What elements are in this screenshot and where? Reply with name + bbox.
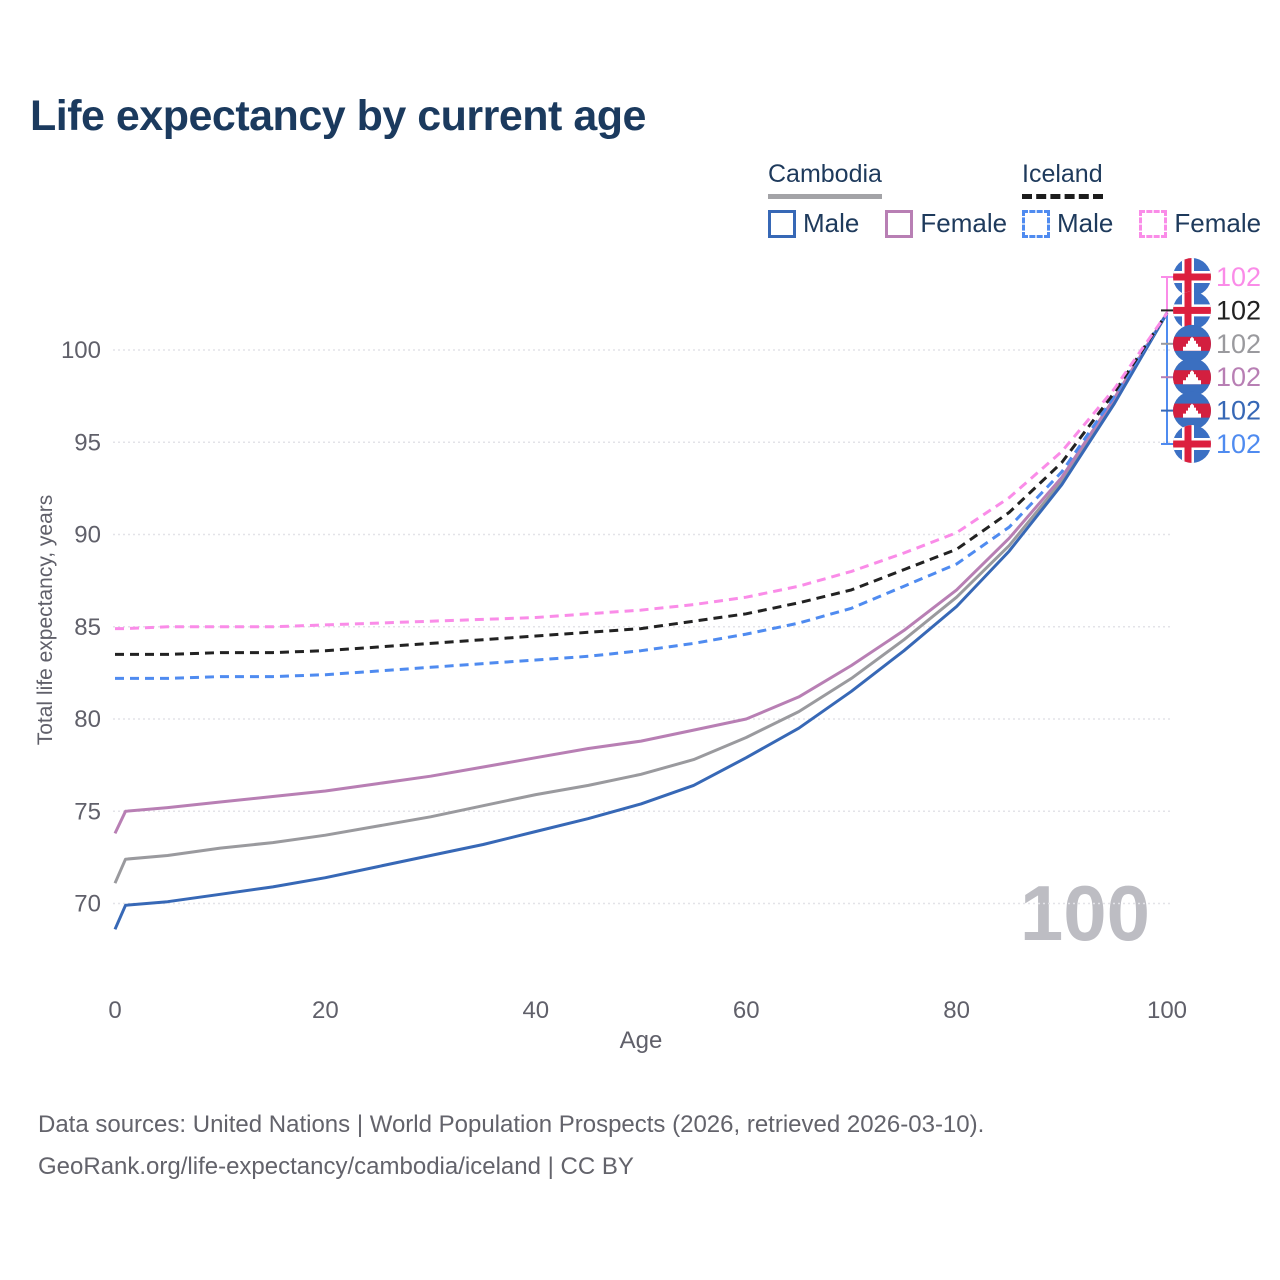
page-title: Life expectancy by current age bbox=[30, 92, 646, 140]
series-line-iceland-female[interactable] bbox=[115, 312, 1169, 631]
cambodia-flag-icon bbox=[1173, 391, 1211, 430]
legend-item-label: Male bbox=[1057, 208, 1114, 238]
end-value-label: 102 bbox=[1216, 329, 1261, 359]
legend-item-cambodia-female[interactable]: Female bbox=[885, 208, 1007, 239]
y-axis-title: Total life expectancy, years bbox=[34, 494, 57, 746]
series-line-cambodia-total[interactable] bbox=[113, 312, 1169, 884]
x-tick-label: 40 bbox=[522, 997, 549, 1024]
footer-data-sources: Data sources: United Nations | World Pop… bbox=[38, 1111, 985, 1138]
end-value-label: 102 bbox=[1216, 429, 1261, 459]
legend-group-cambodia: Cambodia Male Female bbox=[768, 160, 1007, 239]
x-tick-label: 0 bbox=[108, 997, 121, 1024]
x-tick-label: 80 bbox=[943, 997, 970, 1024]
y-tick-label: 70 bbox=[74, 891, 101, 918]
iceland-male-swatch-icon bbox=[1022, 209, 1050, 238]
end-value-label: 102 bbox=[1216, 262, 1261, 292]
leader-line-bottom bbox=[1166, 313, 1173, 445]
footer: Data sources: United Nations | World Pop… bbox=[38, 1104, 984, 1188]
y-tick-label: 90 bbox=[74, 522, 101, 549]
cambodia-male-swatch-icon bbox=[768, 209, 796, 238]
x-tick-label: 60 bbox=[733, 997, 760, 1024]
x-tick-label: 100 bbox=[1147, 997, 1187, 1024]
legend-item-label: Male bbox=[803, 208, 860, 238]
iceland-flag-icon bbox=[1173, 425, 1211, 463]
legend-group-iceland: Iceland Male Female bbox=[1022, 160, 1261, 239]
iceland-female-swatch-icon bbox=[1139, 209, 1168, 238]
legend-item-iceland-female[interactable]: Female bbox=[1139, 208, 1261, 239]
end-value-label: 102 bbox=[1216, 396, 1261, 426]
iceland-flag-icon bbox=[1173, 291, 1211, 330]
end-value-label: 102 bbox=[1216, 362, 1261, 392]
footer-attribution: GeoRank.org/life-expectancy/cambodia/ice… bbox=[38, 1153, 634, 1180]
leader-line-top bbox=[1166, 276, 1173, 314]
y-tick-label: 85 bbox=[74, 614, 101, 641]
legend-item-cambodia-male[interactable]: Male bbox=[768, 208, 859, 239]
x-tick-label: 20 bbox=[312, 997, 339, 1024]
y-tick-label: 95 bbox=[74, 429, 101, 456]
x-axis-title: Age bbox=[619, 1027, 663, 1054]
y-tick-label: 75 bbox=[74, 798, 101, 825]
cambodia-flag-icon bbox=[1173, 358, 1211, 397]
legend-item-label: Female bbox=[920, 208, 1008, 238]
legend-item-label: Female bbox=[1174, 208, 1262, 238]
y-tick-label: 80 bbox=[74, 706, 101, 733]
age-counter-watermark: 100 bbox=[1020, 869, 1150, 957]
iceland-flag-icon bbox=[1173, 258, 1211, 296]
legend-country-cambodia: Cambodia bbox=[768, 160, 882, 199]
end-value-label: 102 bbox=[1216, 295, 1261, 325]
cambodia-female-swatch-icon bbox=[885, 209, 914, 238]
legend-item-iceland-male[interactable]: Male bbox=[1022, 208, 1113, 239]
series-line-cambodia-male[interactable] bbox=[113, 312, 1169, 930]
series-line-iceland-male[interactable] bbox=[115, 312, 1169, 680]
series-line-cambodia-female[interactable] bbox=[113, 312, 1169, 835]
y-tick-label: 100 bbox=[61, 337, 101, 364]
series-line-iceland-total[interactable] bbox=[115, 312, 1169, 656]
cambodia-flag-icon bbox=[1173, 324, 1211, 363]
legend-country-iceland: Iceland bbox=[1022, 160, 1103, 199]
